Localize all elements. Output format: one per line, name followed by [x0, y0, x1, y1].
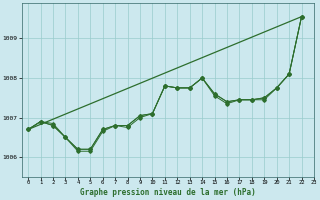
X-axis label: Graphe pression niveau de la mer (hPa): Graphe pression niveau de la mer (hPa): [80, 188, 256, 197]
